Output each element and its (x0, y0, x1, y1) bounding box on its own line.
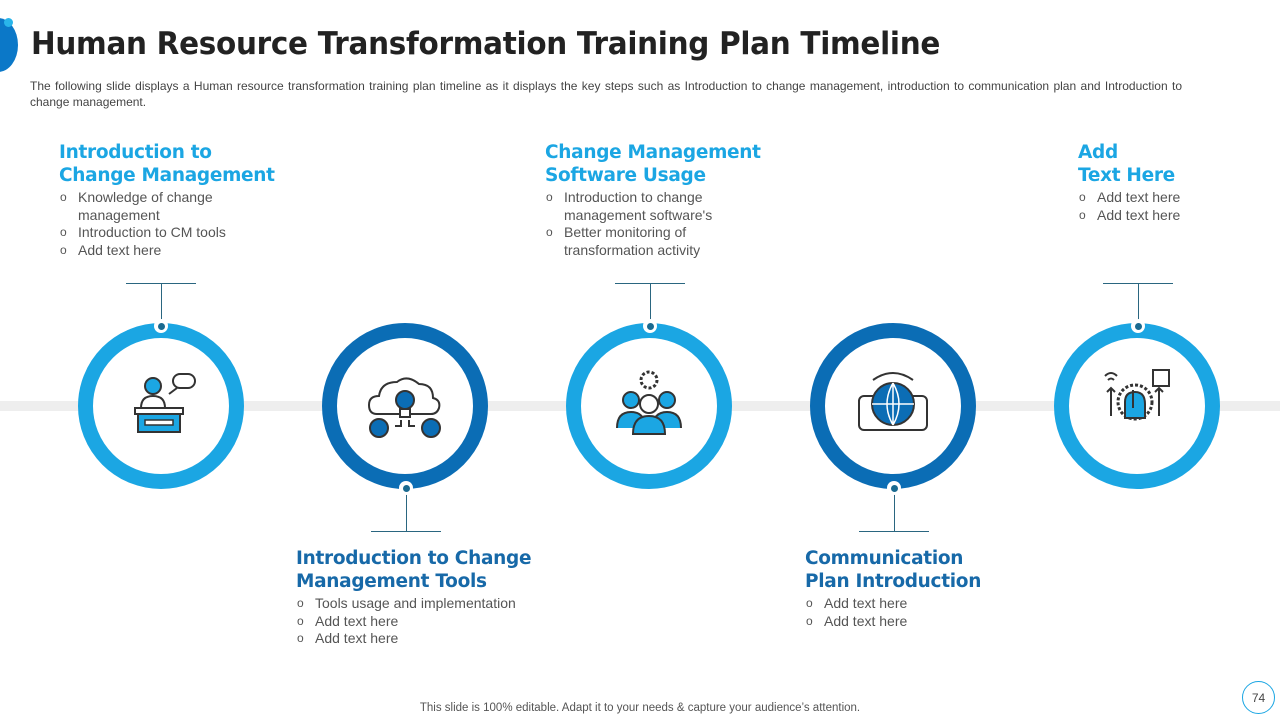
brand-logo (0, 18, 18, 72)
bullet: Add text here (1078, 207, 1258, 225)
connector-dot (1131, 319, 1145, 333)
step-title: Communication Plan Introduction (805, 548, 982, 592)
step-1-circle (78, 323, 244, 489)
hand-gear-icon (1104, 369, 1170, 421)
connector-dot (154, 319, 168, 333)
bullet: Add text here (805, 595, 1025, 613)
bullet: Add text here (296, 630, 556, 648)
connector-line (859, 531, 929, 532)
brand-logo-dot (4, 18, 13, 27)
bullet: Introduction to CM tools (59, 224, 279, 242)
bullet: Tools usage and implementation (296, 595, 556, 613)
step-5-circle (1054, 323, 1220, 489)
bullet: Add text here (805, 613, 1025, 631)
presenter-podium-icon (134, 373, 196, 433)
step-title: Change Management Software Usage (545, 142, 761, 186)
team-gear-icon (616, 370, 682, 435)
connector-dot (643, 319, 657, 333)
page-number: 74 (1242, 681, 1275, 714)
page-title: Human Resource Transformation Training P… (31, 26, 941, 62)
bullet: Add text here (1078, 189, 1258, 207)
bullet: Add text here (59, 242, 279, 260)
step-4-circle (810, 323, 976, 489)
connector-line (894, 489, 895, 531)
footer-note: This slide is 100% editable. Adapt it to… (419, 702, 861, 714)
connector-line (1138, 283, 1139, 325)
bullet: Introduction to change management softwa… (545, 189, 730, 224)
bullet: Knowledge of change management (59, 189, 229, 224)
connector-dot (399, 481, 413, 495)
tablet-globe-icon (858, 372, 928, 431)
slide-description: The following slide displays a Human res… (30, 79, 1182, 109)
connector-dot (887, 481, 901, 495)
step-3-circle (566, 323, 732, 489)
connector-line (406, 489, 407, 531)
bullet: Better monitoring of transformation acti… (545, 224, 730, 259)
step-title: Add Text Here (1078, 142, 1175, 186)
connector-line (650, 283, 651, 325)
step-title: Introduction to Change Management (59, 142, 275, 186)
cloud-bulb-gears-icon (367, 377, 441, 438)
step-title: Introduction to Change Management Tools (296, 548, 532, 592)
connector-line (161, 283, 162, 325)
bullet: Add text here (296, 613, 556, 631)
connector-line (371, 531, 441, 532)
step-2-circle (322, 323, 488, 489)
